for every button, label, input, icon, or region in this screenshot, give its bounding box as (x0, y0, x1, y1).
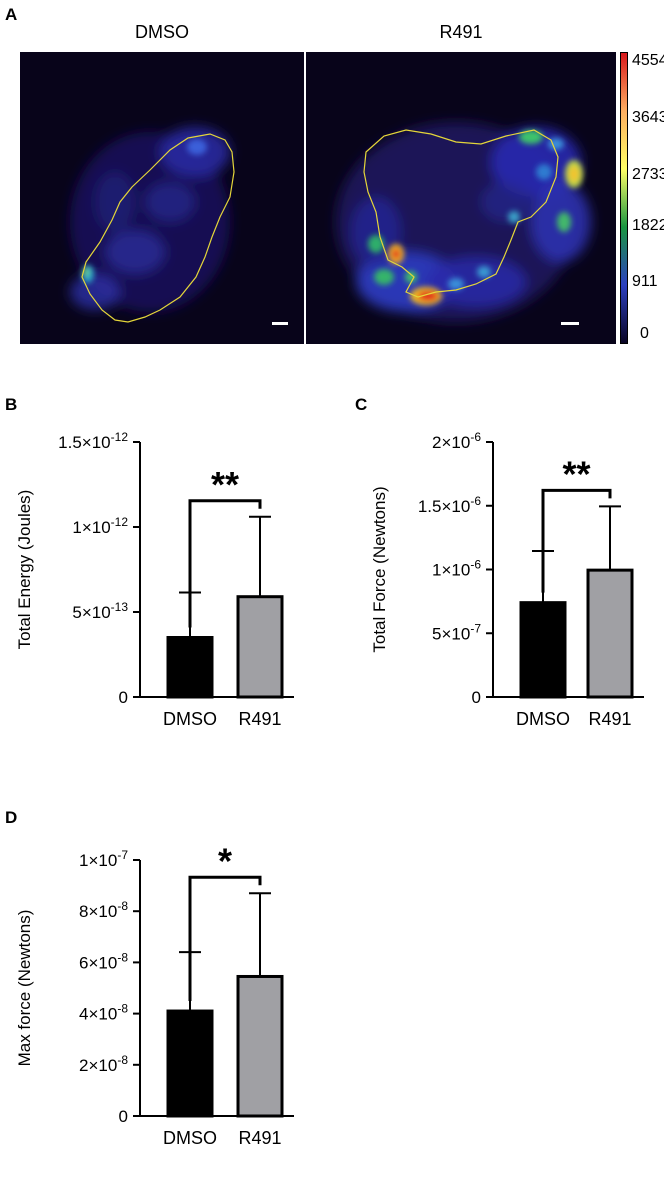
heatmap-dmso (20, 52, 304, 344)
y-tick-label: 0 (472, 688, 481, 707)
category-label: DMSO (516, 709, 570, 729)
bar-r491 (586, 568, 634, 699)
significance-bracket (188, 499, 262, 628)
y-tick-label: 1.5×10-12 (58, 430, 128, 452)
category-label: R491 (588, 709, 631, 729)
y-tick-label: 5×10-7 (432, 621, 481, 643)
category-label: DMSO (163, 1128, 217, 1148)
heatmap-dmso-glow (70, 127, 230, 312)
bar-dmso (519, 601, 567, 699)
category-label: R491 (238, 709, 281, 729)
y-tick-label: 2×10-6 (432, 430, 481, 452)
scale-bar-dmso (272, 322, 288, 325)
bar-r491 (236, 974, 284, 1118)
significance-marker: ** (562, 453, 590, 494)
panel-a-letter: A (5, 5, 18, 24)
colorbar-tick-1: 3643 (632, 109, 664, 126)
category-label: R491 (238, 1128, 281, 1148)
y-tick-label: 0 (119, 1107, 128, 1126)
colorbar (620, 52, 628, 344)
cell-outline-dmso (81, 133, 235, 323)
bar-dmso (166, 1009, 214, 1118)
y-tick-label: 6×10-8 (79, 950, 128, 972)
y-tick-label: 5×10-13 (72, 600, 128, 622)
panel-d-letter: D (5, 808, 18, 827)
y-axis-label: Max force (Newtons) (15, 910, 34, 1067)
scale-bar-r491 (561, 322, 579, 325)
bar-dmso (166, 636, 214, 699)
panel-c-letter: C (355, 395, 368, 414)
y-axis-label: Total Energy (Joules) (15, 490, 34, 650)
heatmap-dmso-hotspots (82, 139, 207, 283)
heatmap-r491-hotspots (368, 130, 583, 305)
significance-marker: ** (211, 464, 239, 505)
y-tick-label: 1×10-12 (72, 515, 128, 537)
y-tick-label: 8×10-8 (79, 899, 128, 921)
y-tick-label: 1.5×10-6 (418, 494, 481, 516)
y-tick-label: 4×10-8 (79, 1002, 128, 1024)
colorbar-tick-2: 2733 (632, 166, 664, 183)
bar-r491 (236, 595, 284, 699)
image-title-dmso: DMSO (135, 22, 189, 42)
colorbar-tick-5: 0 (640, 325, 649, 342)
image-title-r491: R491 (439, 22, 483, 42)
chart-max-force: 0 2×10-8 4×10-8 6×10-8 8×10-8 1×10-7 Max force… (15, 840, 294, 1148)
cell-outline-r491 (363, 129, 559, 298)
category-label: DMSO (163, 709, 217, 729)
significance-marker: * (218, 840, 232, 881)
panel-b-letter: B (5, 395, 18, 414)
colorbar-tick-0: 4554 (632, 52, 664, 69)
significance-bracket (541, 488, 612, 593)
y-tick-label: 1×10-7 (79, 848, 128, 870)
colorbar-tick-3: 1822 (632, 217, 664, 234)
heatmap-r491 (306, 52, 616, 344)
heatmap-r491-svg (306, 52, 616, 344)
y-tick-label: 2×10-8 (79, 1053, 128, 1075)
chart-total-force: 0 5×10-7 1×10-6 1.5×10-6 2×10-6 Total Force (… (370, 430, 644, 729)
significance-bracket (188, 875, 262, 1002)
colorbar-tick-4: 911 (632, 273, 658, 290)
y-axis-label: Total Force (Newtons) (370, 486, 389, 652)
y-tick-label: 1×10-6 (432, 558, 481, 580)
y-tick-label: 0 (119, 688, 128, 707)
heatmap-dmso-svg (20, 52, 304, 344)
chart-total-energy: 0 5×10-13 1×10-12 1.5×10-12 Total Energy (Jo… (15, 430, 294, 729)
